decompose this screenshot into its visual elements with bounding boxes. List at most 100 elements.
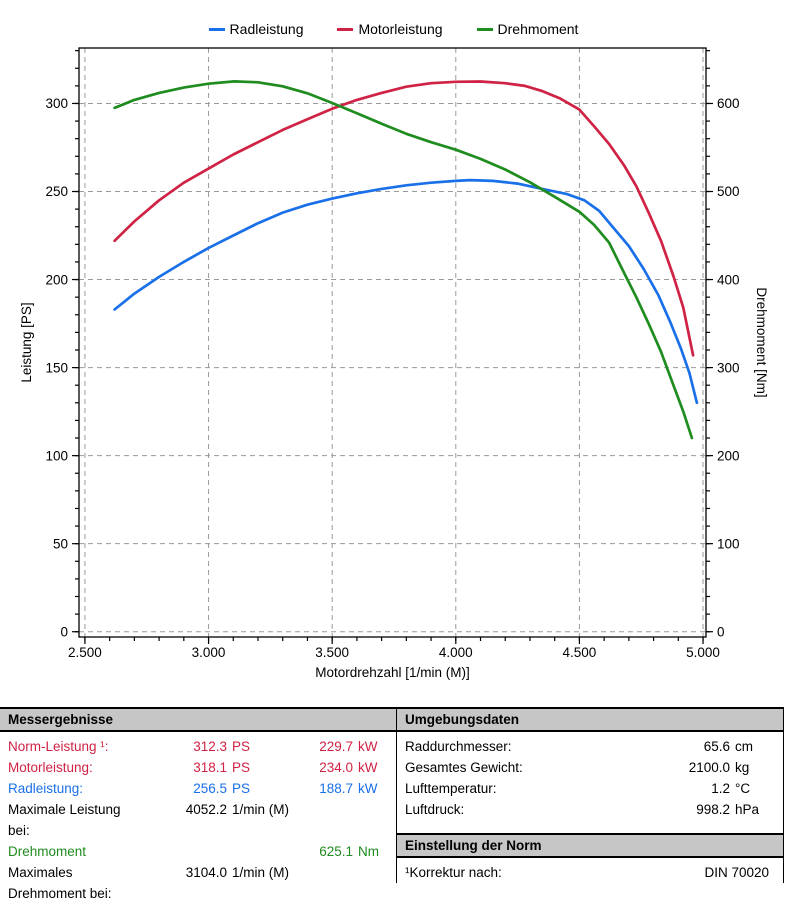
legend-line-sample-red xyxy=(337,27,354,31)
empty-cell xyxy=(8,820,144,841)
y-right-tick-label: 400 xyxy=(717,272,740,287)
x-tick-label: 4.000 xyxy=(439,645,473,660)
result-unit: PS xyxy=(232,781,251,796)
results-section: Messergebnisse Norm-Leistung ¹: 312.3 PS… xyxy=(0,707,787,901)
table-header-einstellung: Einstellung der Norm xyxy=(397,833,783,858)
y-left-tick-label: 250 xyxy=(45,184,68,199)
table-row-max-drehmoment: Maximales Drehmoment bei: 3104.0 1/min (… xyxy=(0,862,396,901)
y-right-tick-label: 500 xyxy=(717,184,740,199)
env-label: Lufttemperatur: xyxy=(405,781,497,796)
result-label: Radleistung: xyxy=(8,781,84,796)
env-label: Luftdruck: xyxy=(405,802,465,817)
table-row-max-leistung: Maximale Leistung bei: 4052.2 1/min (M) xyxy=(0,799,396,838)
x-tick-label: 3.000 xyxy=(192,645,226,660)
environment-table: Umgebungsdaten Raddurchmesser: 65.6 cm G… xyxy=(397,707,784,883)
y-right-tick-label: 200 xyxy=(717,448,740,463)
y-left-tick-label: 200 xyxy=(45,272,68,287)
result-unit: kW xyxy=(358,760,378,775)
results-table: Messergebnisse Norm-Leistung ¹: 312.3 PS… xyxy=(0,707,397,901)
y-right-tick-label: 600 xyxy=(717,96,740,111)
legend-line-sample-green xyxy=(476,27,493,31)
norm-label: ¹Korrektur nach: xyxy=(405,865,502,880)
series-motorleistung xyxy=(113,80,695,357)
result-value: 3104.0 xyxy=(185,865,227,880)
y-left-tick-label: 50 xyxy=(53,536,68,551)
table-row-norm-leistung: Norm-Leistung ¹: 312.3 PS 229.7 kW xyxy=(0,736,396,757)
legend-label: Motorleistung xyxy=(358,21,443,37)
y-left-tick-label: 150 xyxy=(45,360,68,375)
chart-legend: Radleistung Motorleistung Drehmoment xyxy=(0,21,787,37)
env-unit: kg xyxy=(735,760,750,775)
dyno-chart: 2.500 3.000 3.500 4.000 4.500 5.000 0 50 100 150 2… xyxy=(19,47,769,680)
env-value: 1.2 xyxy=(711,781,730,796)
table-row-radleistung: Radleistung: 256.5 PS 188.7 kW xyxy=(0,778,396,799)
result-unit xyxy=(232,841,294,862)
legend-label: Drehmoment xyxy=(497,21,579,37)
table-row-drehmoment: Drehmoment 625.1 Nm xyxy=(0,841,396,862)
x-tick-label: 2.500 xyxy=(68,645,102,660)
table-header-messergebnisse: Messergebnisse xyxy=(0,707,396,732)
table-row-gewicht: Gesamtes Gewicht: 2100.0 kg xyxy=(397,757,783,778)
y-left-tick-label: 300 xyxy=(45,96,68,111)
result-label: Maximale Leistung bei: xyxy=(8,802,121,838)
table-row-motorleistung: Motorleistung: 318.1 PS 234.0 kW xyxy=(0,757,396,778)
env-value: 998.2 xyxy=(696,802,730,817)
result-value xyxy=(149,841,227,862)
series-drehmoment xyxy=(113,80,694,440)
result-value: 312.3 xyxy=(193,739,227,754)
table-row-luftdruck: Luftdruck: 998.2 hPa xyxy=(397,799,783,820)
x-tick-label: 3.500 xyxy=(315,645,349,660)
legend-item-radleistung: Radleistung xyxy=(208,21,304,37)
legend-item-motorleistung: Motorleistung xyxy=(337,21,443,37)
chart-section: 2.500 3.000 3.500 4.000 4.500 5.000 0 50 100 150 2… xyxy=(0,21,787,680)
messergebnisse-rows: Norm-Leistung ¹: 312.3 PS 229.7 kW Motor… xyxy=(0,732,396,901)
result-unit xyxy=(358,799,386,841)
env-unit: °C xyxy=(735,781,751,796)
umgebungsdaten-rows: Raddurchmesser: 65.6 cm Gesamtes Gewicht… xyxy=(397,732,783,820)
result-unit: PS xyxy=(232,760,251,775)
result-unit: kW xyxy=(358,739,378,754)
result-unit: PS xyxy=(232,739,251,754)
result-value xyxy=(299,799,353,841)
series-radleistung xyxy=(113,178,699,405)
x-tick-label: 4.500 xyxy=(563,645,597,660)
result-value: 229.7 xyxy=(319,739,353,754)
y-left-tick-label: 0 xyxy=(60,624,68,639)
y-right-tick-label: 300 xyxy=(717,360,740,375)
result-unit: 1/min (M) xyxy=(232,802,289,817)
table-row-raddurchmesser: Raddurchmesser: 65.6 cm xyxy=(397,736,783,757)
y-right-axis-title: Drehmoment [Nm] xyxy=(754,287,769,397)
result-value: 188.7 xyxy=(319,781,353,796)
result-value: 318.1 xyxy=(193,760,227,775)
y-right-tick-label: 0 xyxy=(717,624,725,639)
env-value: 65.6 xyxy=(703,739,730,754)
result-value: 4052.2 xyxy=(185,802,227,817)
table-row-korrektur: ¹Korrektur nach: DIN 70020 xyxy=(397,862,783,883)
result-unit: Nm xyxy=(358,844,379,859)
result-label: Maximales Drehmoment bei: xyxy=(8,865,112,901)
result-value: 234.0 xyxy=(319,760,353,775)
result-label: Norm-Leistung ¹: xyxy=(8,739,109,754)
env-value: 2100.0 xyxy=(688,760,730,775)
x-axis-title: Motordrehzahl [1/min (M)] xyxy=(315,665,470,680)
x-tick-label: 5.000 xyxy=(686,645,720,660)
result-label: Drehmoment xyxy=(8,844,87,859)
y-left-axis-title: Leistung [PS] xyxy=(19,302,34,382)
legend-line-sample-blue xyxy=(208,27,225,31)
result-value: 256.5 xyxy=(193,781,227,796)
table-header-umgebungsdaten: Umgebungsdaten xyxy=(397,707,783,732)
y-right-tick-label: 100 xyxy=(717,536,740,551)
einstellung-rows: ¹Korrektur nach: DIN 70020 xyxy=(397,858,783,883)
legend-label: Radleistung xyxy=(229,21,304,37)
y-left-tick-label: 100 xyxy=(45,448,68,463)
result-value: 625.1 xyxy=(319,844,353,859)
plot-border xyxy=(78,47,707,638)
legend-item-drehmoment: Drehmoment xyxy=(476,21,579,37)
result-label: Motorleistung: xyxy=(8,760,93,775)
norm-value: DIN 70020 xyxy=(704,865,769,880)
env-unit: hPa xyxy=(735,802,760,817)
result-unit: kW xyxy=(358,781,378,796)
result-value xyxy=(299,862,353,904)
env-label: Raddurchmesser: xyxy=(405,739,512,754)
